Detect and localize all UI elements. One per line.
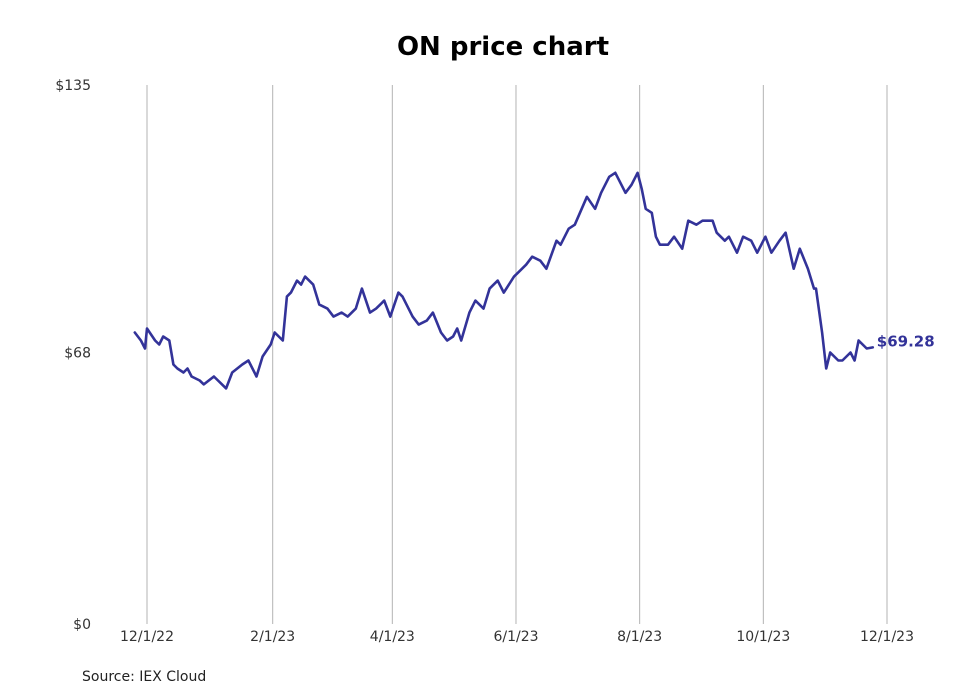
series-layer: $69.28 <box>133 171 935 390</box>
x-tick-label: 8/1/23 <box>617 629 662 645</box>
x-tick-label: 12/1/22 <box>120 629 174 645</box>
y-tick-label: $68 <box>64 346 91 362</box>
price-line <box>133 171 875 390</box>
chart-title: ON price chart <box>396 32 610 62</box>
source-note: Source: IEX Cloud <box>82 669 207 685</box>
last-price-label: $69.28 <box>877 332 935 350</box>
y-axis: $0 $68 $135 <box>55 78 91 633</box>
grid-layer <box>146 85 888 624</box>
y-tick-label: $135 <box>55 78 91 94</box>
x-axis: 12/1/22 2/1/23 4/1/23 6/1/23 8/1/23 10/1/23 12… <box>120 629 914 645</box>
x-tick-label: 2/1/23 <box>250 629 295 645</box>
y-tick-label: $0 <box>73 617 91 633</box>
x-tick-label: 12/1/23 <box>860 629 914 645</box>
x-tick-label: 6/1/23 <box>493 629 538 645</box>
x-tick-label: 10/1/23 <box>736 629 790 645</box>
x-tick-label: 4/1/23 <box>370 629 415 645</box>
